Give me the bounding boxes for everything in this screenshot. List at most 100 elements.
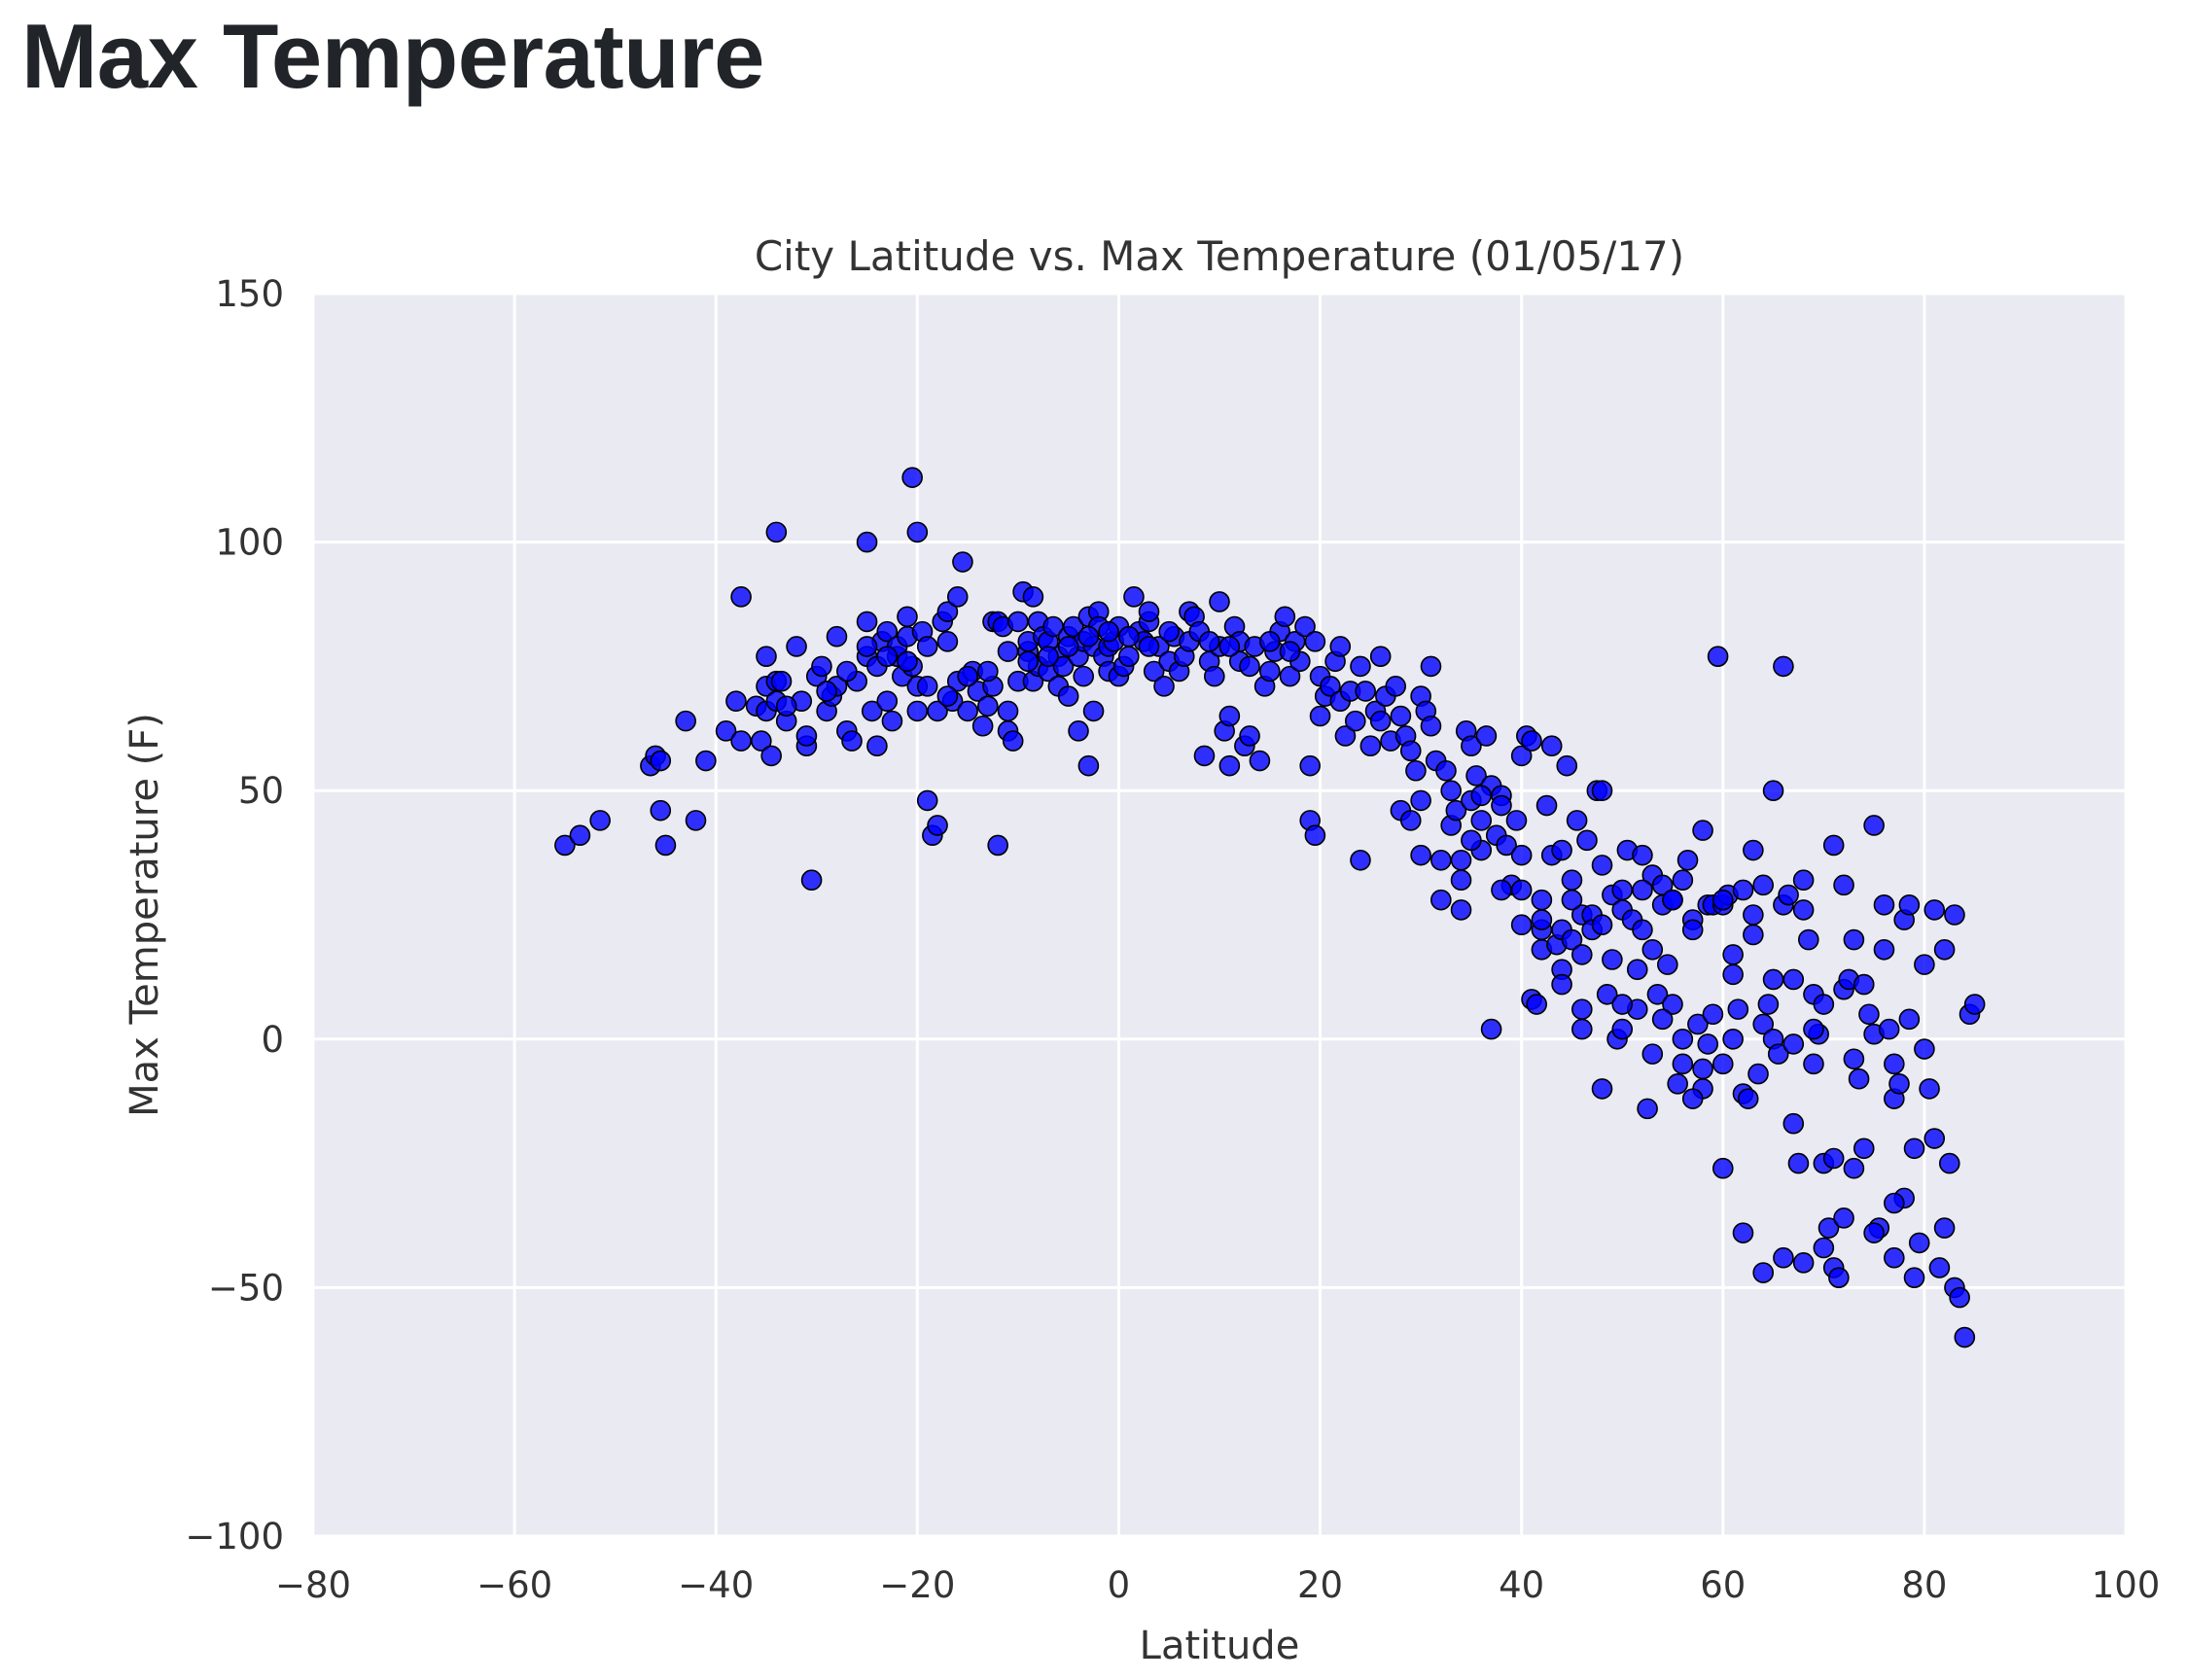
data-point: [715, 720, 737, 742]
data-point: [927, 815, 948, 836]
data-point: [1350, 849, 1371, 871]
data-point: [1803, 1018, 1824, 1040]
data-point: [1209, 591, 1230, 612]
data-point: [654, 834, 677, 857]
data-point: [1949, 1286, 1970, 1309]
data-point: [1158, 620, 1181, 643]
data-point: [1239, 655, 1260, 678]
page-title: Max Temperature: [21, 5, 764, 107]
data-point: [756, 646, 777, 667]
data-point: [1853, 973, 1875, 996]
data-point: [1873, 938, 1895, 961]
data-point: [1712, 1157, 1734, 1179]
grid-lines: [311, 292, 2128, 1538]
data-point: [1470, 810, 1493, 831]
data-point: [1410, 789, 1431, 812]
data-point: [1002, 730, 1024, 752]
data-point: [876, 620, 899, 643]
data-point: [1863, 815, 1885, 836]
x-tick-label: 100: [2092, 1564, 2161, 1606]
data-point: [1611, 879, 1634, 901]
data-point: [841, 730, 863, 752]
data-point: [800, 869, 823, 892]
data-point: [997, 641, 1019, 662]
data-point: [1098, 620, 1119, 643]
data-point: [1773, 1246, 1794, 1269]
data-point: [916, 676, 938, 697]
data-point: [1491, 794, 1512, 817]
data-point: [1556, 754, 1578, 777]
data-point: [569, 824, 591, 847]
data-point: [1692, 820, 1713, 841]
data-point: [1279, 665, 1301, 687]
data-point: [936, 601, 959, 622]
data-point: [730, 586, 752, 608]
data-point: [1561, 869, 1583, 892]
data-point: [897, 606, 918, 628]
data-point: [1712, 1053, 1734, 1075]
data-point: [1798, 928, 1819, 951]
x-tick-label: 80: [1901, 1564, 1947, 1606]
data-point: [1853, 1138, 1875, 1160]
data-point: [876, 690, 899, 712]
data-point: [1491, 879, 1512, 901]
data-point: [1561, 889, 1583, 911]
data-point: [1792, 1252, 1815, 1274]
data-point: [1052, 655, 1075, 678]
data-point: [1667, 1073, 1688, 1095]
data-point: [1309, 705, 1331, 727]
data-point: [1898, 893, 1921, 916]
data-point: [1510, 745, 1533, 767]
data-point: [786, 636, 807, 657]
data-point: [1218, 754, 1241, 777]
data-point: [881, 710, 903, 732]
data-point: [1576, 829, 1598, 852]
data-point: [725, 690, 747, 712]
data-point: [554, 834, 576, 857]
data-point: [1510, 914, 1533, 936]
data-point: [856, 531, 878, 553]
data-point: [1531, 889, 1553, 911]
data-point: [1687, 1013, 1709, 1035]
data-point: [957, 665, 978, 687]
data-point: [1963, 994, 1986, 1015]
data-point: [977, 695, 999, 718]
data-point: [1611, 1018, 1634, 1040]
data-point: [1082, 700, 1105, 722]
data-point: [1430, 849, 1452, 871]
y-tick-label: 50: [238, 770, 284, 812]
data-point: [1697, 1033, 1719, 1055]
data-point: [1450, 899, 1472, 921]
data-point: [1858, 1003, 1880, 1026]
data-point: [1657, 954, 1678, 975]
data-point: [916, 636, 938, 657]
x-tick-labels: −80 −60 −40 −20 0 20 40 60 80 100: [275, 1564, 2160, 1606]
data-point: [897, 650, 918, 673]
data-point: [946, 586, 969, 608]
data-point: [1632, 919, 1653, 941]
data-point: [1752, 874, 1774, 896]
data-point: [1218, 705, 1241, 727]
data-point: [1385, 676, 1407, 697]
data-point: [1410, 844, 1431, 866]
x-tick-label: −60: [476, 1564, 552, 1606]
data-point: [977, 660, 999, 682]
data-point: [1591, 780, 1613, 802]
data-point: [1662, 889, 1683, 911]
data-point: [1954, 1326, 1976, 1348]
x-axis-label: Latitude: [1140, 1624, 1300, 1668]
data-point: [1702, 1003, 1724, 1026]
data-point: [1138, 601, 1160, 622]
data-point: [906, 700, 929, 722]
data-point: [1143, 660, 1165, 682]
data-point: [816, 681, 837, 702]
data-point: [650, 750, 672, 772]
data-point: [1218, 636, 1241, 657]
y-tick-label: 150: [215, 273, 284, 315]
data-point: [1637, 1098, 1658, 1120]
data-point: [936, 631, 959, 652]
data-point: [1884, 1053, 1905, 1075]
data-point: [1405, 759, 1427, 782]
data-point: [1198, 631, 1220, 652]
